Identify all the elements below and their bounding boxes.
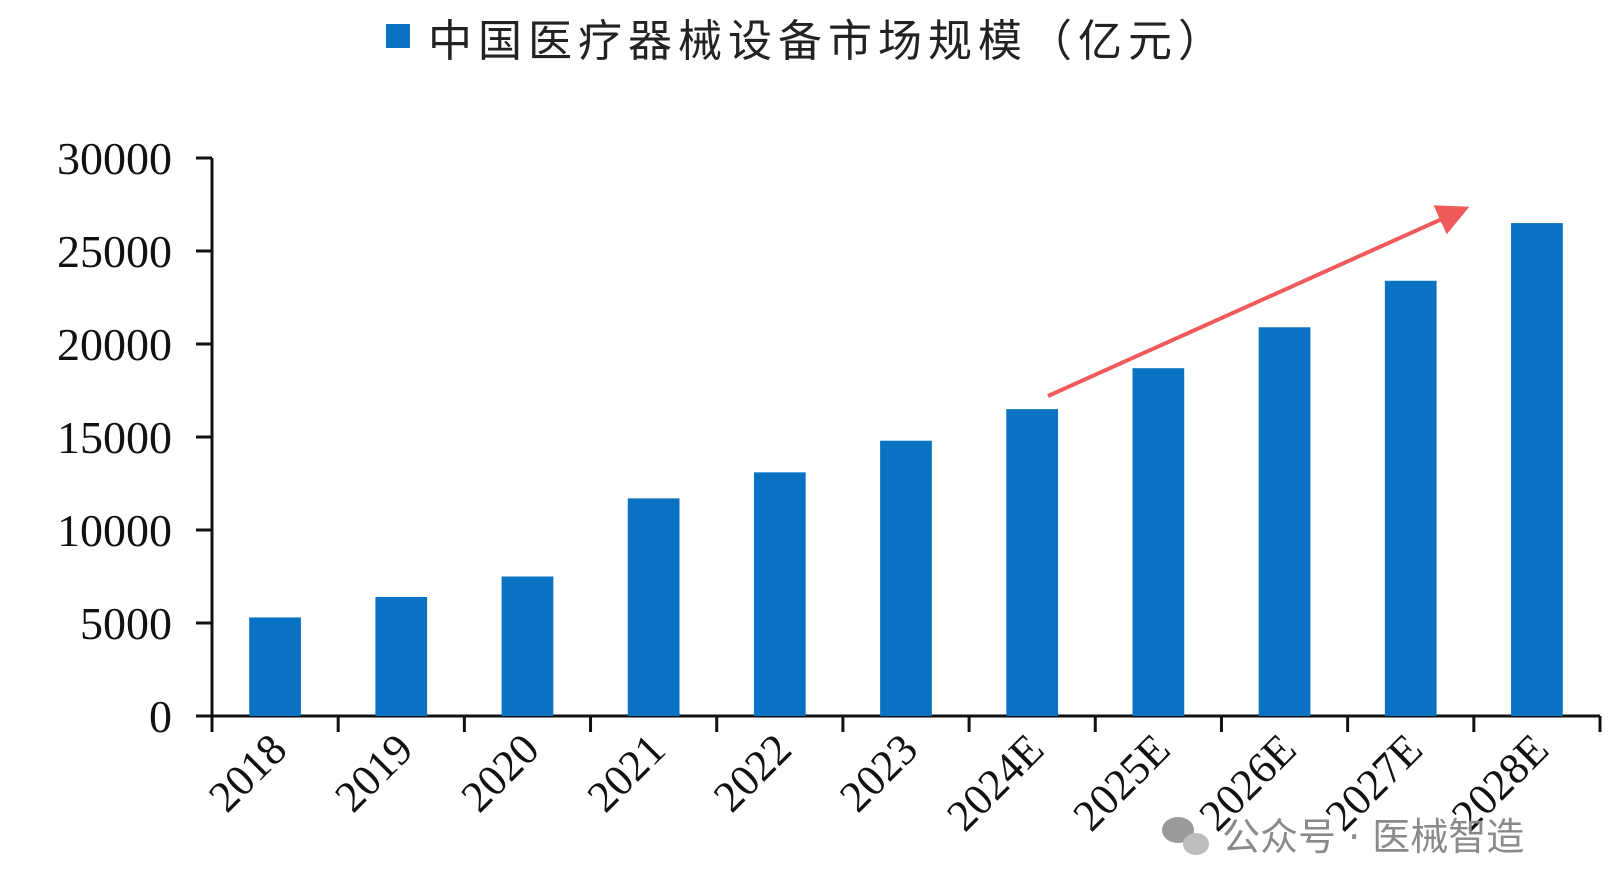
y-tick-label: 5000	[80, 598, 172, 649]
bar-2018	[249, 617, 301, 716]
y-tick-label: 10000	[57, 505, 172, 556]
y-tick-label: 30000	[57, 133, 172, 184]
y-tick-label: 15000	[57, 412, 172, 463]
legend-label: 中国医疗器械设备市场规模（亿元）	[428, 16, 1228, 67]
x-tick-label: 2020	[452, 724, 549, 821]
bar-2027E	[1384, 280, 1437, 716]
bars	[249, 223, 1563, 716]
y-ticks: 0 5000 10000 15000 20000 25000 30000	[57, 133, 212, 742]
y-tick-label: 20000	[57, 319, 172, 370]
x-tick-label: 2024E	[937, 724, 1053, 840]
x-tick-label: 2019	[325, 724, 422, 821]
bar-2021	[627, 498, 680, 716]
y-tick-label: 25000	[57, 226, 172, 277]
bar-2019	[375, 596, 428, 716]
bar-2023	[880, 440, 932, 716]
x-tick-label: 2022	[704, 724, 801, 821]
x-tick-label: 2023	[830, 724, 927, 821]
bar-2028E	[1511, 223, 1563, 716]
bar-2025E	[1132, 368, 1185, 716]
x-tick-label: 2025E	[1064, 724, 1180, 840]
bar-2026E	[1258, 327, 1311, 716]
y-tick-label: 0	[149, 691, 172, 742]
x-tick-label: 2021	[578, 724, 675, 821]
watermark-text: 公众号 · 医械智造	[1222, 815, 1524, 859]
legend-swatch	[386, 24, 410, 48]
trend-arrow	[1047, 205, 1470, 398]
bar-2020	[501, 576, 554, 716]
bar-2022	[753, 472, 806, 716]
watermark: 公众号 · 医械智造	[1162, 815, 1524, 859]
bar-2024E	[1006, 409, 1059, 716]
x-tick-label: 2018	[199, 724, 296, 821]
legend: 中国医疗器械设备市场规模（亿元）	[386, 16, 1228, 67]
wechat-icon	[1162, 817, 1209, 855]
x-ticks	[210, 716, 1602, 732]
